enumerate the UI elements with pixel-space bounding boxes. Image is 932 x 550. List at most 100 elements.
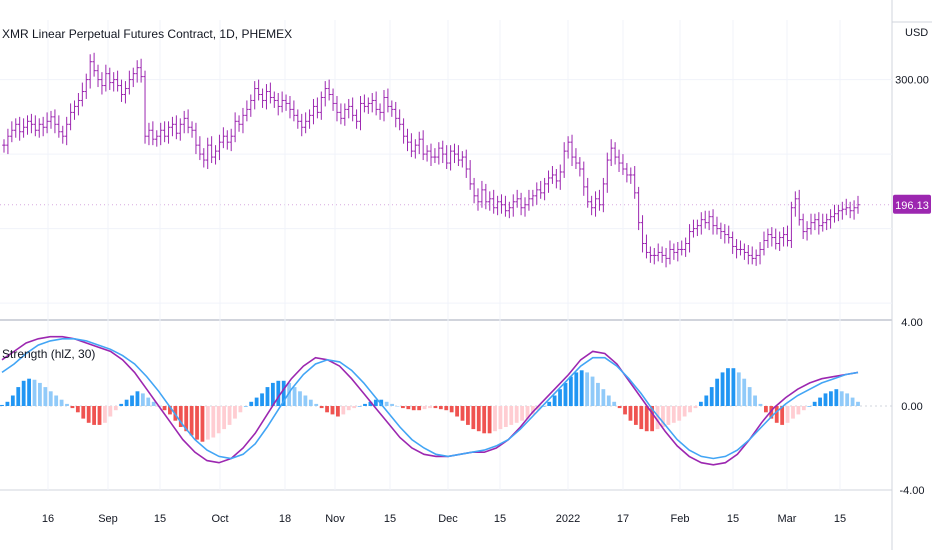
histogram-bar xyxy=(65,403,69,406)
price-bar xyxy=(570,134,574,167)
price-bar xyxy=(433,148,437,164)
histogram-bar xyxy=(303,395,308,406)
histogram-bar xyxy=(466,406,470,425)
price-bar xyxy=(221,127,226,149)
price-bar xyxy=(770,227,774,247)
price-bar xyxy=(174,115,179,140)
histogram-bar xyxy=(682,406,687,417)
histogram-bar xyxy=(704,395,709,406)
price-bar xyxy=(797,189,802,226)
time-tick-label: 15 xyxy=(834,513,846,525)
price-bar xyxy=(127,70,132,95)
histogram-bar xyxy=(823,393,828,406)
price-bar xyxy=(29,113,34,134)
histogram-bar xyxy=(547,401,552,406)
histogram-bar xyxy=(839,391,844,406)
price-bar xyxy=(519,192,523,216)
histogram-bar xyxy=(151,401,156,406)
price-bar xyxy=(245,100,249,122)
histogram-bar xyxy=(119,403,124,406)
price-bar xyxy=(299,113,304,137)
price-bar xyxy=(417,131,422,155)
price-bar xyxy=(687,224,692,253)
histogram-bar xyxy=(628,406,633,421)
price-bar xyxy=(742,243,747,260)
histogram-bar xyxy=(162,406,167,411)
price-bar xyxy=(703,210,708,229)
price-bar xyxy=(41,116,45,137)
price-bar xyxy=(636,186,641,231)
price-bar xyxy=(217,134,222,161)
price-bar xyxy=(237,115,241,132)
histogram-bar xyxy=(341,406,346,415)
price-bar xyxy=(672,243,676,260)
histogram-bar xyxy=(227,406,232,425)
histogram-bar xyxy=(276,380,281,406)
price-bar xyxy=(437,142,441,165)
price-bar xyxy=(166,121,171,144)
histogram-bar xyxy=(606,395,611,406)
histogram-bar xyxy=(130,395,134,406)
price-bar xyxy=(233,112,237,143)
price-bar xyxy=(115,70,120,92)
price-bar xyxy=(683,237,688,257)
strength-lines xyxy=(1,335,859,466)
price-bar xyxy=(241,107,245,134)
histogram-bar xyxy=(856,401,860,406)
histogram-bar xyxy=(487,406,492,434)
price-bar xyxy=(60,125,65,144)
histogram-bar xyxy=(666,406,671,425)
histogram-bar xyxy=(769,406,774,419)
price-bar xyxy=(476,188,480,211)
price-bar xyxy=(25,115,30,135)
price-bar xyxy=(33,115,38,137)
histogram-bar xyxy=(298,391,302,406)
time-tick-label: 15 xyxy=(727,513,739,525)
histogram-bar xyxy=(791,406,795,419)
price-bar xyxy=(315,97,320,119)
histogram-bar xyxy=(178,406,183,427)
histogram-bar xyxy=(720,372,725,406)
price-bar xyxy=(460,151,465,168)
time-tick-label: 15 xyxy=(384,513,396,525)
price-bar xyxy=(550,166,555,184)
price-bar xyxy=(538,180,543,199)
histogram-bar xyxy=(736,372,741,406)
histogram-bar xyxy=(623,406,627,415)
histogram-bar xyxy=(596,382,600,406)
histogram-bar xyxy=(774,406,779,423)
price-bar xyxy=(393,101,398,128)
price-bar xyxy=(413,139,418,159)
price-bar xyxy=(546,170,551,193)
histogram-bar xyxy=(140,393,145,406)
price-bar xyxy=(499,194,504,214)
price-bar xyxy=(139,58,143,83)
time-tick-label: Feb xyxy=(671,513,690,525)
histogram-bar xyxy=(715,378,720,406)
price-bar xyxy=(429,143,433,167)
indicator-label: Strength (hlZ, 30) xyxy=(2,347,95,361)
histogram-bar xyxy=(612,401,617,406)
price-bar xyxy=(201,148,206,168)
histogram-bar xyxy=(563,382,568,406)
price-bar xyxy=(276,93,281,116)
histogram-bar xyxy=(541,406,546,407)
histogram-bar xyxy=(43,387,48,406)
histogram-bar xyxy=(433,406,438,409)
histogram-bar xyxy=(731,368,736,406)
histogram-bar xyxy=(254,397,259,406)
price-bar xyxy=(296,109,300,129)
price-bar xyxy=(421,130,425,161)
price-bar xyxy=(307,109,312,129)
histogram-bar xyxy=(807,406,812,407)
price-bar xyxy=(781,227,786,247)
histogram-bar xyxy=(693,406,698,409)
price-bar xyxy=(852,200,856,220)
price-bar xyxy=(162,121,167,143)
price-bar xyxy=(609,139,614,167)
price-bar xyxy=(531,189,535,207)
histogram-bar xyxy=(48,391,53,406)
price-bar xyxy=(378,103,382,120)
histogram-bar xyxy=(536,406,541,411)
